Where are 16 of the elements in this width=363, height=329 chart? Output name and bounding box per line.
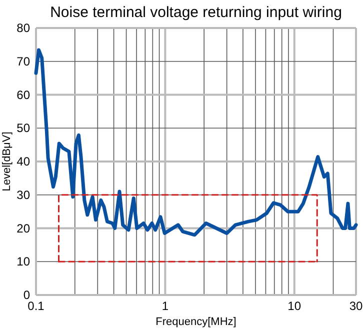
x-tick-label: 30 — [349, 299, 363, 313]
x-tick-label: 0.1 — [28, 299, 45, 313]
x-tick-label: 1 — [162, 299, 169, 313]
y-tick-label: 20 — [16, 221, 30, 236]
y-tick-label: 80 — [16, 21, 30, 35]
y-axis-title: Level[dBμV] — [1, 132, 13, 192]
y-tick-label: 40 — [16, 154, 30, 168]
y-tick-label: 30 — [16, 188, 30, 202]
y-tick-label: 50 — [16, 121, 30, 136]
x-tick-label: 10 — [288, 299, 302, 313]
y-tick-label: 60 — [16, 88, 30, 102]
chart-title: Noise terminal voltage returning input wiring — [50, 4, 342, 21]
x-axis-title: Frequency[MHz] — [156, 316, 236, 328]
y-tick-label: 10 — [16, 254, 30, 269]
y-tick-label: 70 — [16, 54, 30, 68]
y-tick-label: 0 — [23, 288, 30, 302]
